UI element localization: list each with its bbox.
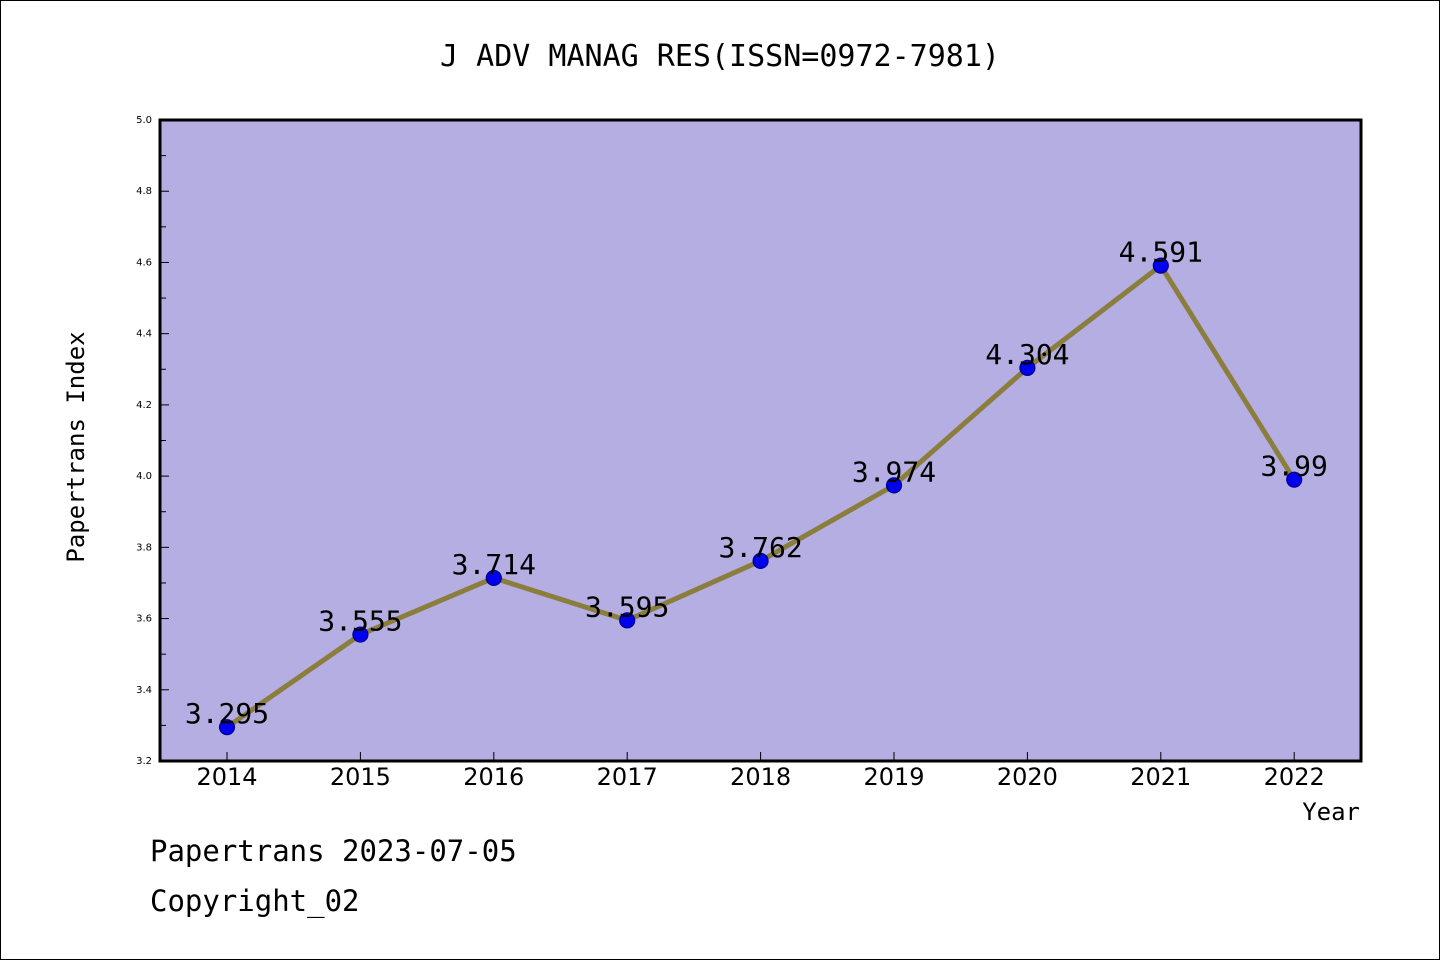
data-label: 4.591	[1119, 236, 1203, 269]
data-point	[885, 477, 903, 494]
chart-title: J ADV MANAG RES(ISSN=0972-7981)	[440, 39, 1000, 74]
y-tick-label: 3.4	[136, 685, 152, 696]
x-axis: 2014 2015 2016 2017 2018 2019 2020 2021 2022	[196, 752, 1325, 791]
x-axis-title: Year	[1302, 798, 1360, 826]
data-label: 3.595	[585, 590, 669, 623]
x-tick-label: 2018	[730, 763, 791, 791]
data-point	[485, 569, 502, 587]
data-point	[352, 626, 369, 643]
data-label: 3.762	[718, 531, 802, 564]
x-tick-label: 2020	[997, 763, 1058, 791]
x-tick-label: 2016	[463, 763, 524, 791]
y-axis-title: Papertrans Index	[62, 331, 90, 562]
y-tick-label: 3.6	[136, 614, 152, 625]
data-label: 3.295	[185, 697, 269, 730]
y-tick-label: 4.6	[136, 257, 152, 268]
data-label: 3.714	[452, 548, 536, 581]
data-point	[619, 612, 636, 629]
plot-area	[158, 118, 1363, 763]
x-tick-label: 2017	[597, 763, 658, 791]
y-tick-label: 4.2	[136, 400, 152, 411]
y-tick-label: 3.8	[136, 542, 152, 553]
data-label: 3.555	[318, 605, 402, 638]
data-label: 4.304	[985, 338, 1069, 371]
data-point	[1286, 471, 1303, 488]
y-axis: 3.2 3.4 3.6 3.8 4.0 4.2 4.4 4.6 4.8 5.0	[136, 115, 169, 767]
data-point	[1152, 257, 1169, 274]
y-tick-label: 4.0	[136, 471, 152, 482]
data-label: 3.99	[1260, 450, 1327, 483]
x-tick-label: 2019	[863, 763, 924, 791]
y-tick-label: 4.8	[136, 186, 152, 197]
y-tick-label: 5.0	[136, 115, 152, 126]
y-tick-label: 4.4	[136, 329, 152, 340]
data-point	[218, 719, 236, 736]
x-tick-label: 2021	[1130, 763, 1191, 791]
x-tick-label: 2015	[330, 763, 391, 791]
series-group: 3.295 3.555 3.714 3.595 3.762 3.974 4.304 4.591…	[185, 236, 1328, 736]
footer-date: Papertrans 2023-07-05	[150, 834, 517, 868]
y-tick-label: 3.2	[136, 756, 152, 767]
data-point	[1019, 359, 1036, 376]
data-point	[752, 552, 769, 569]
x-tick-label: 2022	[1264, 763, 1325, 791]
footer-copyright: Copyright_02	[150, 884, 360, 918]
x-tick-label: 2014	[196, 763, 257, 791]
data-label: 3.974	[852, 455, 936, 488]
